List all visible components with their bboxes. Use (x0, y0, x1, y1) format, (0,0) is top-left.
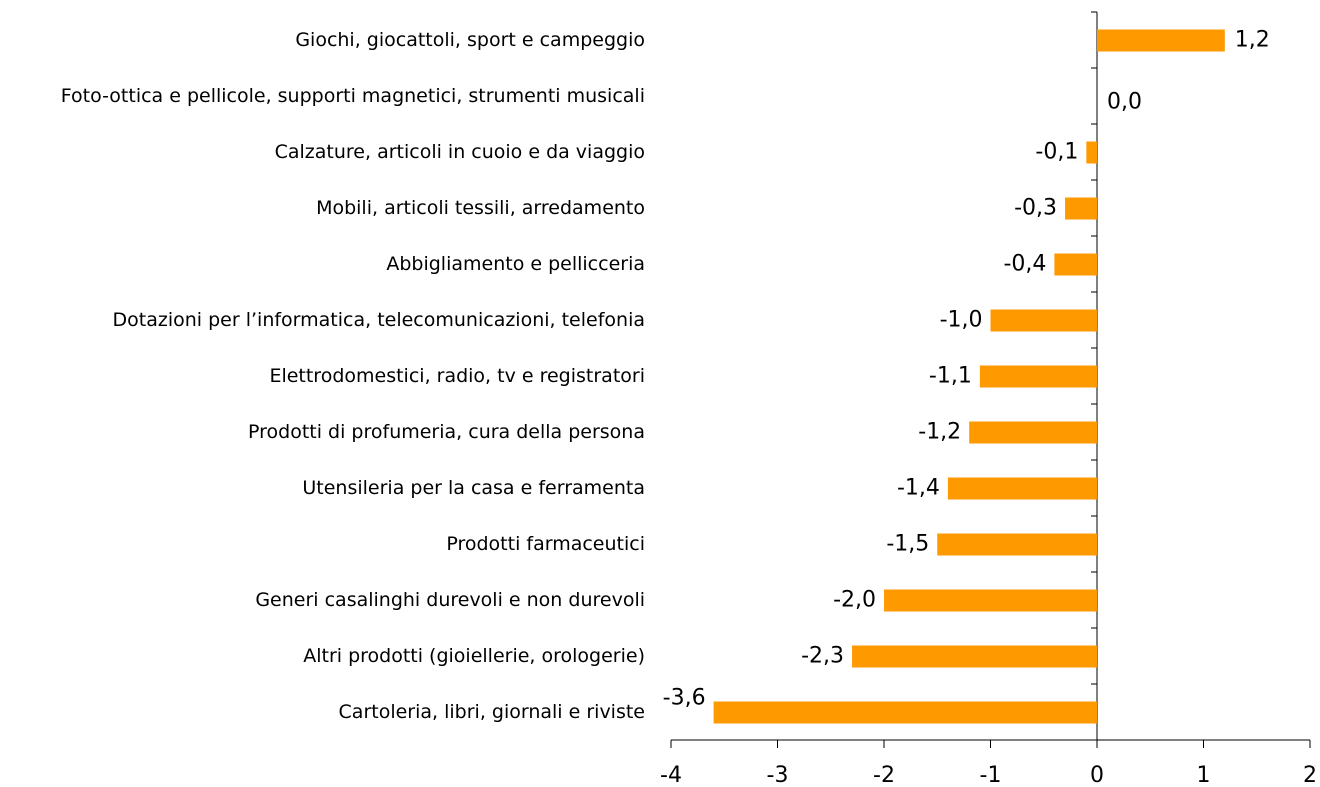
bar (947, 477, 1097, 500)
bar (1086, 141, 1097, 164)
category-label: Dotazioni per l’informatica, telecomunic… (113, 309, 645, 331)
value-label: 1,2 (1235, 28, 1270, 53)
bar (1054, 253, 1097, 276)
category-label: Cartoleria, libri, giornali e riviste (339, 701, 645, 723)
x-tick-label: -4 (660, 763, 682, 787)
category-label: Altri prodotti (gioiellerie, orologerie) (303, 645, 645, 667)
x-tick-label: -1 (980, 763, 1002, 787)
bar (937, 533, 1097, 556)
category-label: Mobili, articoli tessili, arredamento (316, 197, 645, 219)
category-label: Calzature, articoli in cuoio e da viaggi… (275, 141, 645, 163)
category-label: Prodotti di profumeria, cura della perso… (248, 421, 645, 443)
value-label: -0,1 (1035, 140, 1078, 165)
bar (969, 421, 1097, 444)
value-label: -1,5 (886, 532, 929, 557)
value-label: -1,1 (929, 364, 972, 389)
value-label: -2,3 (801, 644, 844, 669)
category-label: Elettrodomestici, radio, tv e registrato… (269, 365, 645, 387)
value-label: -0,4 (1003, 252, 1046, 277)
x-tick-label: 1 (1197, 763, 1211, 787)
category-label: Prodotti farmaceutici (446, 533, 645, 555)
value-label: -2,0 (833, 588, 876, 613)
value-label: 0,0 (1107, 90, 1142, 115)
category-label: Foto-ottica e pellicole, supporti magnet… (61, 85, 645, 107)
category-label: Utensileria per la casa e ferramenta (302, 477, 645, 499)
value-label: -1,2 (918, 420, 961, 445)
bar (713, 701, 1097, 724)
bar (990, 309, 1097, 332)
category-label: Giochi, giocattoli, sport e campeggio (295, 29, 645, 51)
bar (884, 589, 1097, 612)
bar (1097, 29, 1225, 52)
x-tick-label: -3 (767, 763, 789, 787)
bar (852, 645, 1097, 668)
bar (979, 365, 1097, 388)
value-label: -0,3 (1014, 196, 1057, 221)
x-tick-label: -2 (873, 763, 895, 787)
x-tick-label: 0 (1090, 763, 1104, 787)
value-label: -1,0 (940, 308, 983, 333)
category-label: Generi casalinghi durevoli e non durevol… (255, 589, 645, 611)
value-label: -3,6 (663, 686, 706, 711)
value-label: -1,4 (897, 476, 940, 501)
bar (1065, 197, 1097, 220)
x-tick-label: 2 (1303, 763, 1317, 787)
category-label: Abbigliamento e pellicceria (386, 253, 645, 275)
